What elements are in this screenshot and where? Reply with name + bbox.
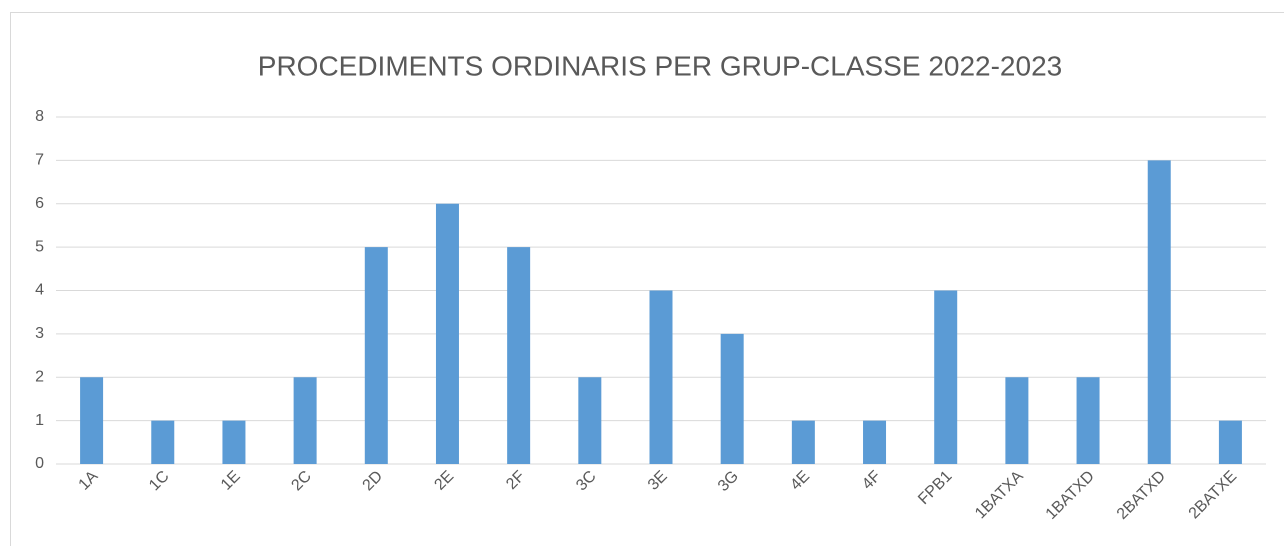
bar xyxy=(791,420,815,464)
bar xyxy=(1005,377,1029,464)
y-tick-label: 1 xyxy=(35,412,44,429)
y-tick-label: 6 xyxy=(35,195,44,212)
bar xyxy=(863,420,887,464)
y-tick-label: 2 xyxy=(35,368,44,385)
chart-title: PROCEDIMENTS ORDINARIS PER GRUP-CLASSE 2… xyxy=(258,50,1062,81)
bar xyxy=(364,247,388,464)
bar xyxy=(435,203,459,464)
y-tick-label: 8 xyxy=(35,108,44,125)
y-tick-label: 4 xyxy=(35,282,44,299)
bar xyxy=(1218,420,1242,464)
bar xyxy=(720,333,744,464)
y-tick-label: 5 xyxy=(35,238,44,255)
bar xyxy=(507,247,531,464)
chart-border xyxy=(10,12,1284,546)
y-tick-label: 3 xyxy=(35,325,44,342)
bar xyxy=(293,377,317,464)
bar xyxy=(151,420,175,464)
bar xyxy=(222,420,246,464)
bar xyxy=(649,290,673,464)
bar xyxy=(934,290,958,464)
bar xyxy=(80,377,104,464)
bar xyxy=(578,377,602,464)
bar xyxy=(1076,377,1100,464)
bar xyxy=(1147,160,1171,464)
y-tick-label: 7 xyxy=(35,152,44,169)
y-tick-label: 0 xyxy=(35,455,44,472)
